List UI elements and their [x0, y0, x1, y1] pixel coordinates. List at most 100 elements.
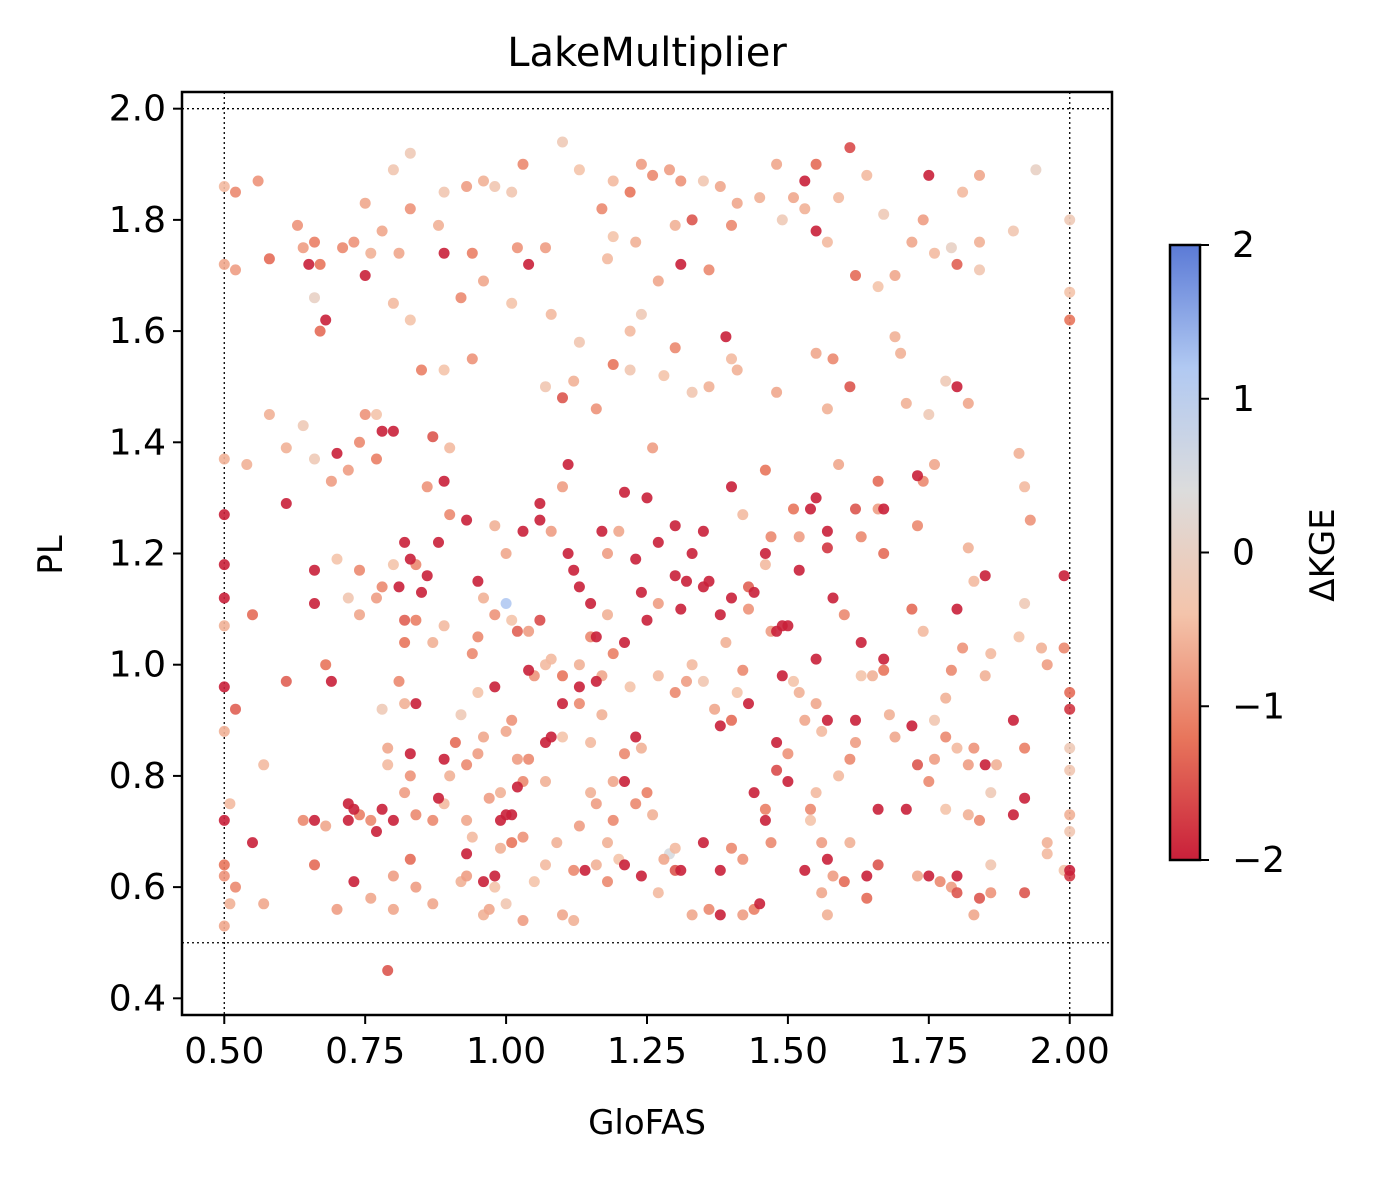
scatter-point [782, 620, 794, 632]
scatter-point [974, 236, 985, 248]
scatter-point [962, 542, 974, 554]
scatter-point [523, 258, 535, 270]
scatter-point [793, 531, 805, 543]
scatter-point [945, 664, 957, 676]
scatter-point [331, 903, 343, 915]
scatter-point [1064, 742, 1076, 754]
scatter-point [331, 447, 343, 459]
scatter-point [624, 186, 636, 198]
scatter-point [771, 625, 783, 637]
scatter-point [241, 459, 253, 470]
scatter-point [461, 181, 473, 192]
scatter-point [495, 842, 506, 854]
scatter-point [979, 570, 991, 582]
scatter-point [652, 887, 664, 899]
scatter-point [540, 859, 551, 871]
scatter-point [945, 242, 957, 254]
scatter-point [979, 759, 991, 771]
scatter-point [686, 214, 698, 226]
scatter-point [703, 381, 715, 393]
x-axis-label: GloFAS [588, 1103, 706, 1143]
scatter-point [816, 837, 828, 849]
scatter-point [962, 397, 974, 409]
colorbar-tick-label: −1 [1232, 686, 1285, 727]
scatter-point [697, 175, 709, 187]
scatter-point [348, 876, 360, 888]
scatter-point [759, 559, 771, 571]
scatter-point [743, 698, 754, 710]
scatter-point [376, 803, 388, 815]
scatter-point [844, 381, 856, 393]
scatter-point [404, 748, 416, 760]
scatter-point [726, 219, 737, 231]
scatter-point [596, 203, 608, 215]
scatter-point [793, 564, 805, 576]
scatter-point [489, 609, 501, 621]
scatter-point [669, 687, 681, 698]
scatter-point [427, 898, 439, 910]
scatter-point [218, 725, 230, 737]
scatter-point [923, 776, 935, 787]
scatter-point [889, 731, 901, 743]
scatter-point [805, 503, 816, 515]
scatter-point [551, 837, 563, 849]
scatter-point [731, 364, 743, 376]
scatter-point [754, 898, 766, 910]
scatter-point [895, 347, 907, 359]
scatter-point [929, 459, 940, 470]
scatter-point [624, 364, 636, 376]
scatter-point [376, 703, 388, 715]
x-tick-label: 1.50 [748, 1031, 828, 1072]
scatter-point [483, 903, 495, 915]
scatter-point [923, 409, 935, 420]
scatter-point [731, 687, 743, 698]
scatter-point [478, 592, 489, 604]
scatter-point [573, 581, 585, 593]
scatter-point [410, 614, 422, 626]
plot-frame [180, 90, 1114, 1017]
scatter-point [1013, 631, 1025, 643]
scatter-point [568, 915, 580, 926]
scatter-point [765, 837, 777, 849]
scatter-point [974, 892, 985, 904]
scatter-point [557, 909, 568, 921]
scatter-point [731, 197, 743, 209]
scatter-point [607, 814, 619, 826]
scatter-point [675, 258, 687, 270]
scatter-point [821, 542, 833, 554]
scatter-point [218, 814, 230, 826]
scatter-point [1024, 514, 1036, 526]
scatter-point [325, 675, 337, 687]
scatter-point [534, 498, 546, 509]
scatter-point [878, 548, 890, 559]
scatter-point [376, 581, 388, 593]
scatter-point [686, 909, 698, 921]
scatter-point [511, 625, 523, 637]
scatter-point [647, 809, 659, 821]
scatter-point [280, 498, 292, 509]
scatter-point [635, 742, 647, 754]
scatter-point [489, 870, 501, 882]
scatter-point [534, 514, 546, 526]
colorbar-tick-label: 1 [1232, 379, 1255, 420]
scatter-point [776, 214, 788, 226]
scatter-point [703, 903, 715, 915]
scatter-point [218, 559, 230, 571]
scatter-point [872, 859, 884, 871]
scatter-point [230, 264, 241, 276]
scatter-point [461, 759, 473, 771]
scatter-point [1007, 809, 1019, 821]
scatter-point [737, 909, 749, 921]
scatter-point [371, 453, 382, 465]
scatter-point [557, 481, 568, 493]
scatter-point [1041, 659, 1053, 671]
scatter-point [224, 798, 236, 810]
scatter-point [297, 814, 309, 826]
scatter-point [816, 887, 828, 899]
chart-title: LakeMultiplier [507, 30, 787, 76]
scatter-point [799, 864, 811, 876]
scatter-point [827, 353, 839, 365]
scatter-point [709, 703, 721, 715]
scatter-point [404, 553, 416, 565]
